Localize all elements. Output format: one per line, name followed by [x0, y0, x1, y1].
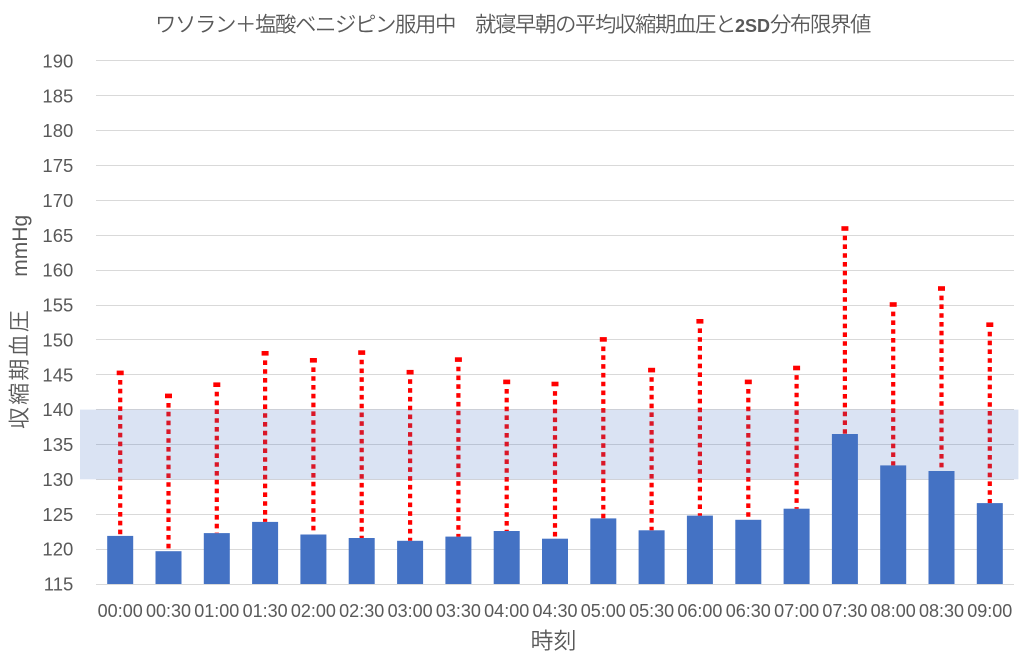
svg-text:165: 165: [42, 225, 73, 246]
svg-text:175: 175: [42, 155, 73, 176]
svg-text:03:30: 03:30: [436, 601, 481, 621]
svg-text:125: 125: [42, 504, 73, 525]
svg-text:01:00: 01:00: [194, 601, 239, 621]
svg-text:06:30: 06:30: [726, 601, 771, 621]
svg-text:155: 155: [42, 295, 73, 316]
svg-text:09:00: 09:00: [967, 601, 1012, 621]
svg-text:05:30: 05:30: [629, 601, 674, 621]
svg-text:01:30: 01:30: [243, 601, 288, 621]
svg-text:115: 115: [44, 574, 74, 595]
svg-text:140: 140: [42, 399, 73, 420]
svg-text:08:00: 08:00: [871, 601, 916, 621]
svg-text:04:00: 04:00: [484, 601, 529, 621]
svg-text:185: 185: [42, 85, 73, 106]
svg-text:08:30: 08:30: [919, 601, 964, 621]
svg-text:120: 120: [42, 539, 73, 560]
svg-text:00:00: 00:00: [98, 601, 143, 621]
svg-text:135: 135: [42, 434, 73, 455]
svg-text:07:00: 07:00: [774, 601, 819, 621]
svg-text:mmHg: mmHg: [9, 215, 32, 277]
svg-text:160: 160: [42, 260, 73, 281]
svg-text:03:00: 03:00: [388, 601, 433, 621]
svg-text:2SD: 2SD: [735, 16, 770, 36]
svg-text:06:00: 06:00: [677, 601, 722, 621]
svg-text:05:00: 05:00: [581, 601, 626, 621]
svg-text:130: 130: [42, 469, 73, 490]
svg-text:02:30: 02:30: [339, 601, 384, 621]
svg-text:180: 180: [42, 120, 73, 141]
svg-text:150: 150: [42, 329, 73, 350]
svg-text:07:30: 07:30: [822, 601, 867, 621]
svg-text:145: 145: [42, 364, 73, 385]
svg-text:04:30: 04:30: [532, 601, 577, 621]
svg-text:190: 190: [42, 51, 73, 72]
svg-text:00:30: 00:30: [146, 601, 191, 621]
svg-text:02:00: 02:00: [291, 601, 336, 621]
svg-text:170: 170: [42, 190, 73, 211]
